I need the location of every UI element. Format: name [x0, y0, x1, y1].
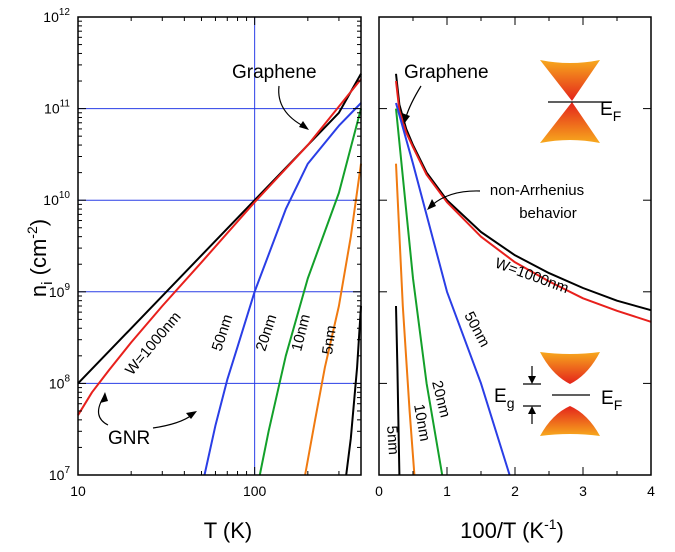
- gnr-label: GNR: [108, 428, 150, 449]
- right-x-title-close: ): [557, 518, 564, 543]
- y-title-exp: -2: [24, 226, 40, 239]
- right-series-5: [395, 305, 401, 476]
- fermi-label-top: EF: [600, 99, 621, 124]
- w5-label-right: 5nm: [383, 425, 402, 455]
- non-arrhenius-line2: behavior: [519, 205, 577, 222]
- left-x-tick-label-1: 100: [243, 483, 267, 499]
- right-x-title-exp: -1: [544, 516, 557, 532]
- right-series-0: [395, 73, 652, 312]
- right-series-1: [395, 80, 652, 323]
- left-plot-frame: [77, 16, 362, 476]
- graphene-label-right: Graphene: [404, 62, 489, 83]
- y-tick-label-1: 108: [49, 373, 71, 391]
- gnr-band-inset: EF Eg: [494, 352, 622, 436]
- graphene-arrow-right: [405, 85, 422, 118]
- w1000-label-right: W=1000nm: [493, 255, 571, 297]
- right-x-tick-label-0: 0: [375, 483, 383, 499]
- left-gridlines: [78, 17, 361, 475]
- left-series-5: [345, 305, 362, 476]
- graphene-arrowhead-right: [402, 113, 410, 124]
- right-x-tick-label-2: 2: [511, 483, 519, 499]
- dirac-cone-lower: [540, 102, 600, 143]
- w10-label-right: 10nm: [410, 403, 433, 443]
- left-series-3: [258, 108, 362, 476]
- right-x-title-main: 100/T (K: [460, 518, 544, 543]
- right-series: [395, 73, 652, 476]
- left-series-1: [77, 78, 362, 416]
- y-title-n: n: [26, 285, 51, 297]
- y-axis-title: ni (cm-2): [24, 219, 56, 297]
- left-x-axis-title: T (K): [204, 518, 252, 543]
- w50-label-left: 50nm: [209, 312, 237, 353]
- y-tick-label-2: 109: [49, 282, 71, 300]
- axis-tick-labels: 107 108 109 1010 1011 1012 10 100 0 1 2 3 4: [43, 7, 655, 499]
- left-series-0: [77, 73, 362, 385]
- y-tick-label-4: 1011: [44, 99, 70, 117]
- svg-text:ni (cm-2): ni (cm-2): [24, 219, 56, 297]
- y-tick-label-3: 1010: [43, 190, 70, 208]
- gap-arrow-lower-head: [528, 406, 536, 414]
- gap-label: Eg: [494, 386, 514, 411]
- y-title-close: ): [26, 219, 51, 226]
- y-tick-label-5: 1012: [43, 7, 70, 25]
- left-series-4: [304, 163, 362, 476]
- y-title-i: i: [39, 281, 56, 284]
- left-series: [77, 73, 362, 476]
- gnr-arrowhead-red: [100, 392, 108, 403]
- left-series-2: [203, 102, 362, 476]
- valence-band: [540, 406, 600, 436]
- dirac-cone-upper: [540, 60, 600, 101]
- w20-label-left: 20nm: [253, 312, 281, 353]
- y-title-unit: (cm: [26, 239, 51, 282]
- w5-label-left: 5nm: [319, 324, 340, 355]
- gnr-arrow-to-blue: [152, 414, 193, 429]
- right-series-4: [395, 163, 416, 476]
- right-series-2: [395, 102, 511, 476]
- axis-ticks: [77, 17, 652, 476]
- gap-arrow-upper-head: [528, 376, 536, 384]
- right-x-axis-title: 100/T (K-1): [460, 516, 564, 543]
- non-arrhenius-arrowhead: [427, 199, 436, 210]
- graphene-arrowhead-left: [299, 121, 309, 130]
- right-x-tick-label-1: 1: [443, 483, 451, 499]
- right-series-3: [395, 108, 444, 476]
- right-x-tick-label-3: 3: [579, 483, 587, 499]
- y-tick-label-0: 107: [49, 465, 71, 483]
- non-arrhenius-line1: non-Arrhenius: [490, 182, 584, 199]
- right-x-tick-label-4: 4: [647, 483, 655, 499]
- graphene-label-left: Graphene: [232, 62, 317, 83]
- conduction-band: [540, 352, 600, 384]
- w10-label-left: 10nm: [288, 312, 314, 353]
- left-x-tick-label-0: 10: [70, 483, 86, 499]
- graphene-band-inset: EF: [540, 60, 621, 143]
- fermi-label-bottom: EF: [601, 388, 622, 413]
- non-arrhenius-arrow: [431, 190, 481, 206]
- graphene-arrow-left: [278, 85, 306, 128]
- gnr-arrowhead-blue: [186, 411, 197, 419]
